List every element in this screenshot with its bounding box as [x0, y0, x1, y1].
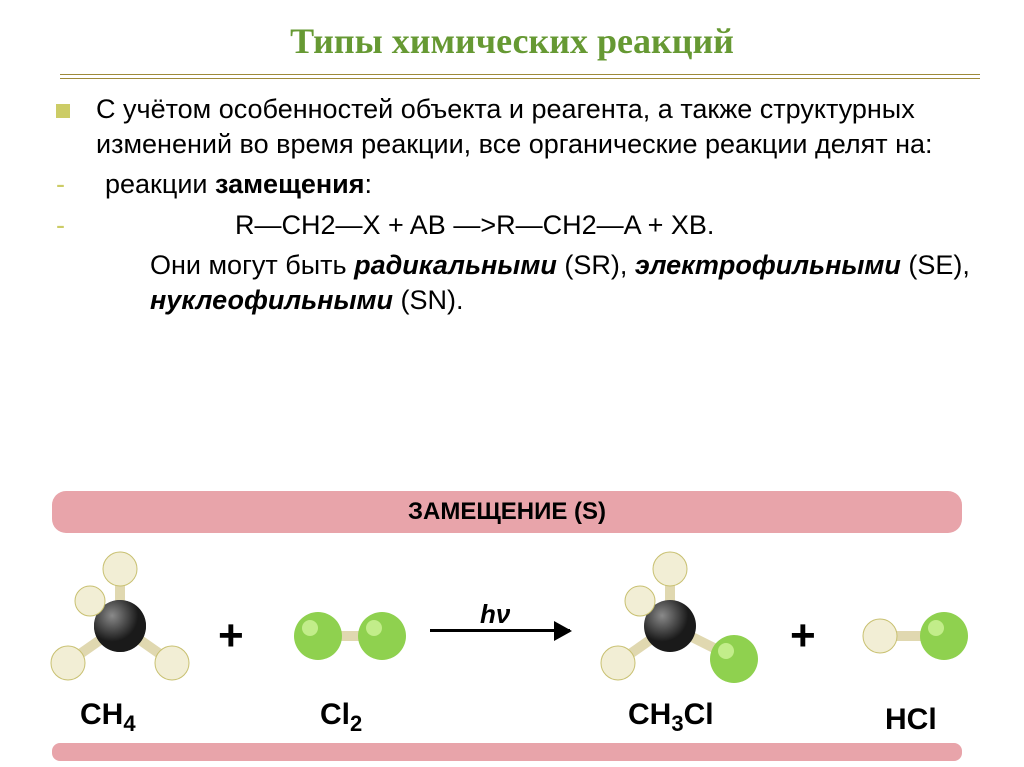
p4c: (SR),	[557, 250, 635, 280]
label-cl2: Cl2	[320, 698, 362, 737]
title-underline	[60, 78, 980, 82]
p4g: (SN).	[393, 285, 464, 315]
types-text: Они могут быть радикальными (SR), электр…	[150, 248, 984, 317]
p2b: замещения	[215, 169, 365, 199]
page-title: Типы химических реакций	[40, 20, 984, 62]
bullet-row-1: С учётом особенностей объекта и реагента…	[40, 92, 984, 161]
substitution-line: реакции замещения:	[105, 167, 372, 202]
diagram-bottom-bar	[52, 743, 962, 761]
p4f: нуклеофильными	[150, 285, 393, 315]
p4d: электрофильными	[635, 250, 901, 280]
dash-bullet-icon: -	[56, 208, 65, 243]
content: С учётом особенностей объекта и реагента…	[40, 92, 984, 317]
p4b: радикальными	[354, 250, 557, 280]
plus-2: +	[790, 611, 816, 661]
molecule-hcl-icon	[850, 596, 980, 676]
cl2a: Cl	[320, 698, 350, 731]
intro-text: С учётом особенностей объекта и реагента…	[96, 92, 984, 161]
ch4a: CH	[80, 698, 123, 731]
cl2s: 2	[350, 711, 362, 736]
molecule-ch4-icon	[40, 541, 200, 701]
diagram-banner: ЗАМЕЩЕНИЕ (S)	[52, 491, 962, 533]
ch3a: CH	[628, 698, 671, 731]
ch3b: Cl	[684, 698, 714, 731]
label-ch4: CH4	[80, 698, 136, 737]
ch4s: 4	[123, 711, 135, 736]
molecules-row: + hν	[0, 541, 1024, 711]
reaction-diagram: ЗАМЕЩЕНИЕ (S) +	[0, 491, 1024, 767]
bullet-row-3: - R—CH2—X + AB —>R—CH2—A + XB.	[40, 208, 984, 243]
label-ch3cl: CH3Cl	[628, 698, 714, 737]
hv-label: hν	[480, 599, 510, 630]
p2a: реакции	[105, 169, 215, 199]
p4e: (SE),	[901, 250, 970, 280]
molecule-cl2-icon	[280, 596, 420, 676]
bullet-row-2: - реакции замещения:	[40, 167, 984, 202]
p4a: Они могут быть	[150, 250, 354, 280]
slide: Типы химических реакций С учётом особенн…	[0, 0, 1024, 767]
p2c: :	[365, 169, 373, 199]
label-hcl: HCl	[885, 703, 937, 737]
plus-1: +	[218, 611, 244, 661]
square-bullet-icon	[56, 104, 70, 118]
ch3s: 3	[671, 711, 683, 736]
molecule-ch3cl-icon	[590, 541, 760, 701]
dash-bullet-icon: -	[56, 167, 65, 202]
equation: R—CH2—X + AB —>R—CH2—A + XB.	[105, 208, 714, 243]
